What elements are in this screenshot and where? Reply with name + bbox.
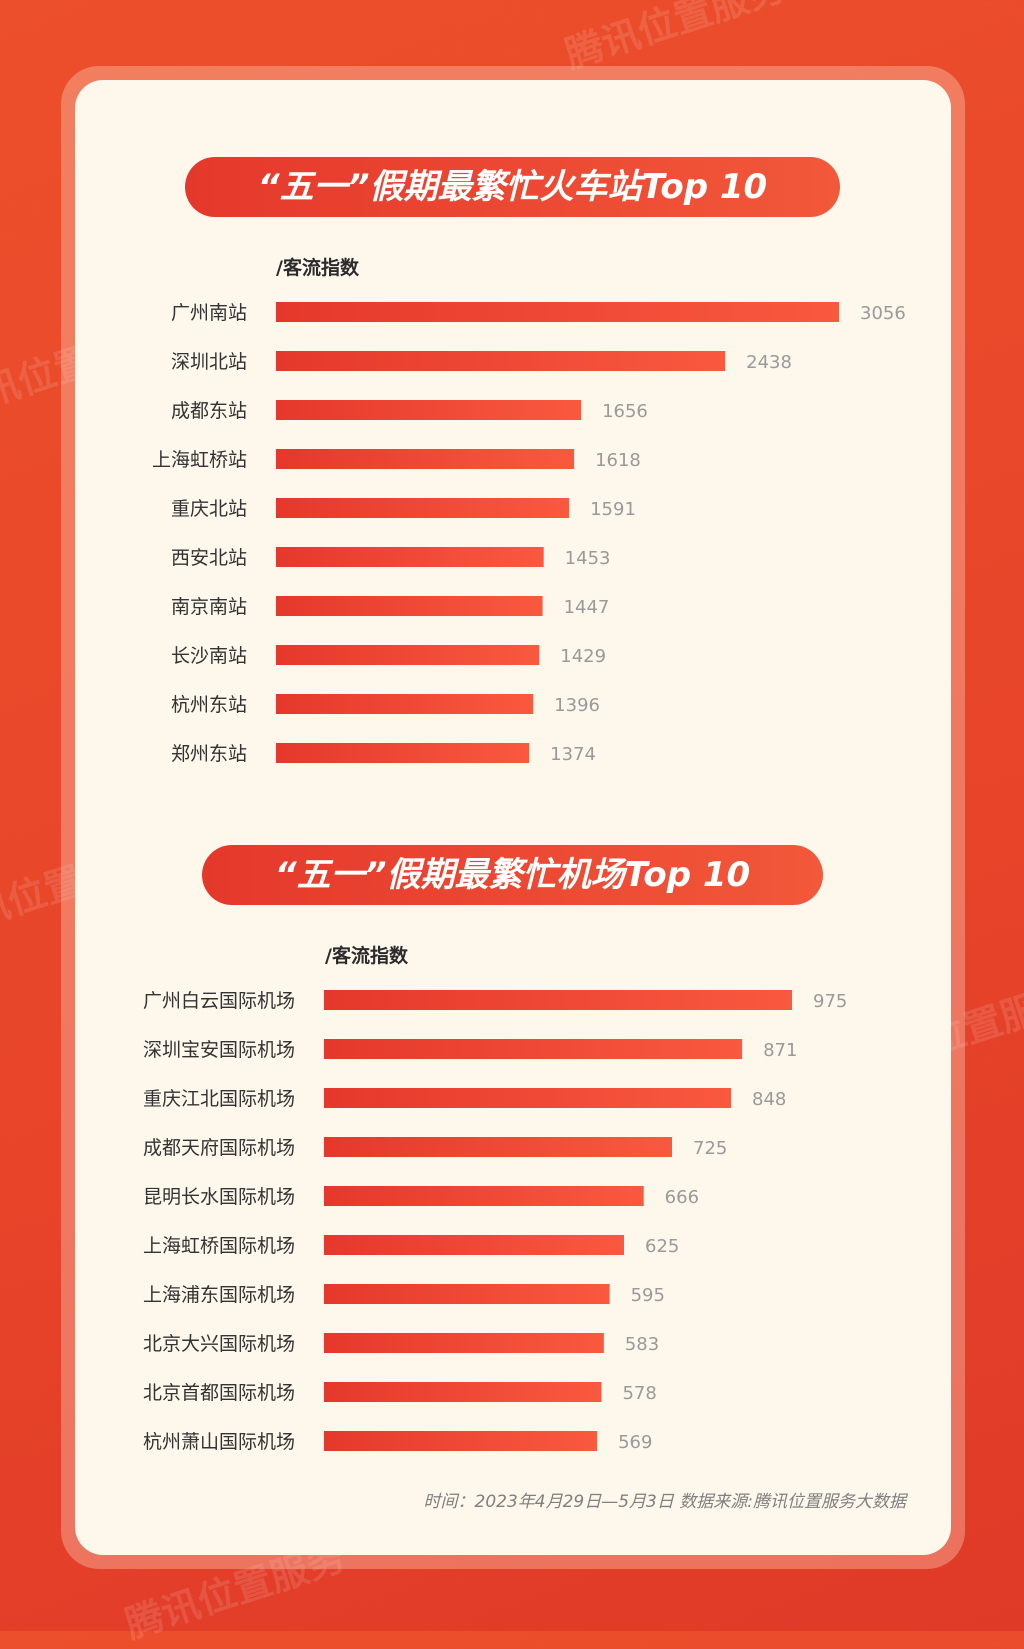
airport-chart-unit: /客流指数 [325, 945, 408, 967]
station-bar [276, 498, 570, 518]
station-category-label: 深圳北站 [171, 351, 247, 373]
airport-category-label: 广州白云国际机场 [143, 990, 295, 1012]
station-value-label: 1374 [550, 744, 596, 765]
station-category-label: 重庆北站 [171, 498, 247, 520]
airport-bar [324, 1137, 672, 1157]
airport-category-label: 重庆江北国际机场 [143, 1088, 295, 1110]
station-category-label: 杭州东站 [171, 694, 247, 716]
station-value-label: 1591 [590, 499, 636, 520]
airport-value-label: 848 [752, 1089, 786, 1110]
airport-bar [324, 1088, 732, 1108]
airport-value-label: 725 [693, 1138, 727, 1159]
airport-value-label: 975 [813, 991, 847, 1012]
station-value-label: 3056 [860, 303, 906, 324]
station-bar-chart: 广州南站 3056 深圳北站 2438 成都东站 1656 上海虹桥站 1618 重庆北站 159… [152, 302, 906, 765]
station-bar [276, 645, 540, 665]
card-background [75, 80, 951, 1555]
station-value-label: 1447 [564, 597, 610, 618]
airport-category-label: 杭州萧山国际机场 [143, 1431, 295, 1453]
station-bar [276, 596, 543, 616]
station-value-label: 2438 [746, 352, 792, 373]
airport-category-label: 昆明长水国际机场 [143, 1186, 295, 1208]
station-bar [276, 547, 544, 567]
station-value-label: 1618 [595, 450, 641, 471]
station-value-label: 1396 [554, 695, 600, 716]
station-category-label: 郑州东站 [171, 743, 247, 765]
station-category-label: 上海虹桥站 [152, 449, 247, 471]
station-chart-title: “五一”假期最繁忙火车站Top 10 [185, 157, 840, 217]
station-bar [276, 302, 839, 322]
station-bar [276, 743, 530, 763]
airport-value-label: 583 [625, 1334, 659, 1355]
airport-chart-title: “五一”假期最繁忙机场Top 10 [202, 845, 823, 905]
footer-note: 时间：2023年4月29日—5月3日 数据来源:腾讯位置服务大数据 [423, 1492, 906, 1512]
airport-bar [324, 1333, 604, 1353]
station-bar [276, 400, 582, 420]
station-bar [276, 449, 575, 469]
station-chart-unit: /客流指数 [276, 257, 359, 279]
station-value-label: 1656 [602, 401, 648, 422]
station-category-label: 西安北站 [171, 547, 247, 569]
airport-bar [324, 990, 792, 1010]
station-category-label: 南京南站 [171, 596, 247, 618]
station-value-label: 1429 [560, 646, 606, 667]
airport-bar [324, 1284, 610, 1304]
airport-bar [324, 1039, 743, 1059]
airport-value-label: 569 [618, 1432, 652, 1453]
station-value-label: 1453 [565, 548, 611, 569]
station-bar [276, 694, 534, 714]
airport-value-label: 625 [645, 1236, 679, 1257]
airport-value-label: 595 [631, 1285, 665, 1306]
airport-category-label: 上海虹桥国际机场 [143, 1235, 295, 1257]
airport-category-label: 北京首都国际机场 [143, 1382, 295, 1404]
airport-bar [324, 1186, 644, 1206]
station-bar [276, 351, 726, 371]
airport-category-label: 深圳宝安国际机场 [143, 1039, 295, 1061]
station-category-label: 长沙南站 [171, 645, 247, 667]
airport-category-label: 北京大兴国际机场 [143, 1333, 295, 1355]
airport-bar [324, 1235, 624, 1255]
airport-category-label: 成都天府国际机场 [143, 1137, 295, 1159]
airport-bar-chart: 广州白云国际机场 975 深圳宝安国际机场 871 重庆江北国际机场 848 成都天府国际机… [143, 990, 847, 1453]
airport-bar [324, 1431, 598, 1451]
airport-value-label: 871 [763, 1040, 797, 1061]
airport-bar [324, 1382, 602, 1402]
airport-value-label: 578 [622, 1383, 656, 1404]
station-category-label: 广州南站 [171, 302, 247, 324]
airport-value-label: 666 [665, 1187, 699, 1208]
airport-category-label: 上海浦东国际机场 [143, 1284, 295, 1306]
station-category-label: 成都东站 [171, 400, 247, 422]
